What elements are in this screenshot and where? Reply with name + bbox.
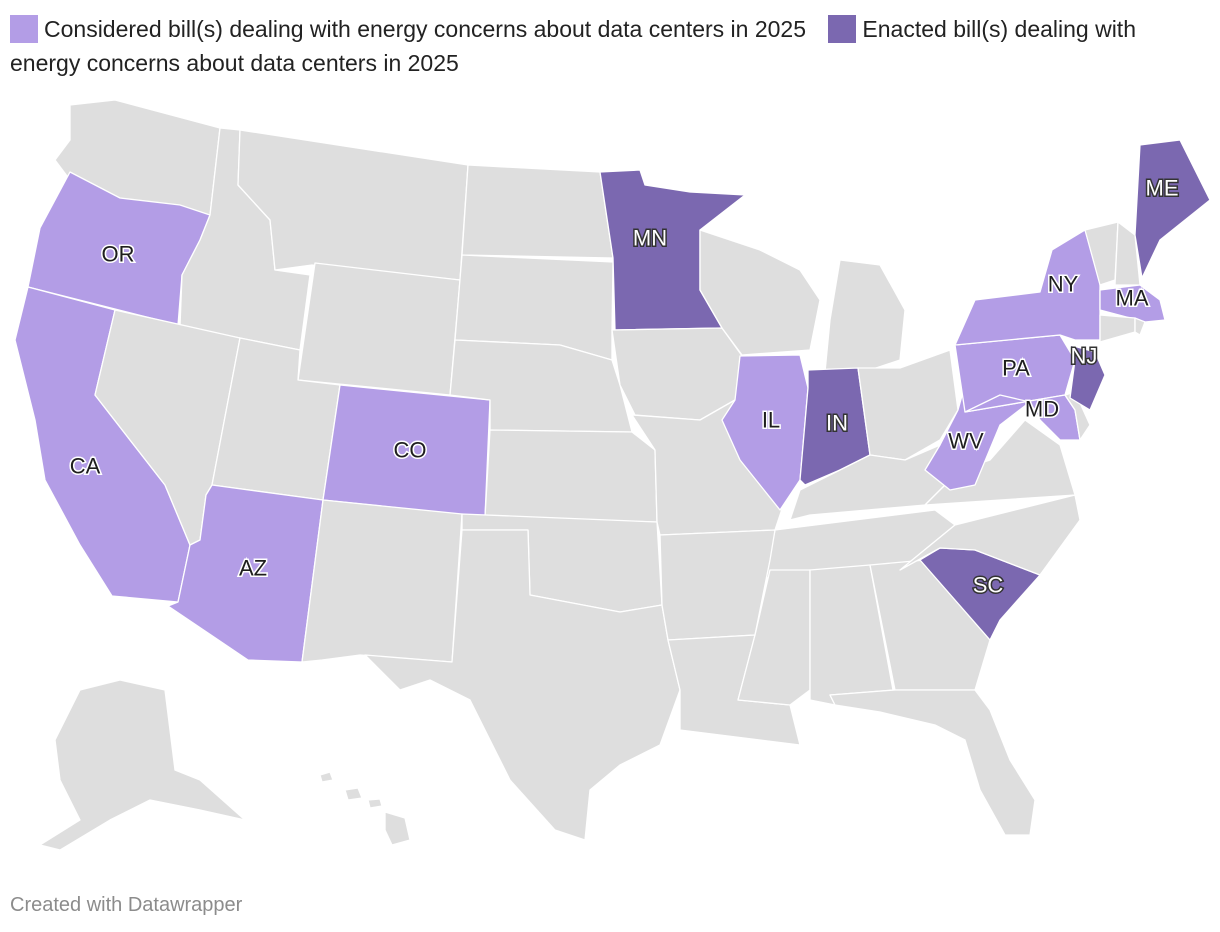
label-ca: CA <box>70 454 101 479</box>
state-tx[interactable] <box>364 529 681 841</box>
legend-label-enacted: Enacted bill(s) dealing with energy conc… <box>10 16 1136 76</box>
state-hi[interactable] <box>319 771 411 846</box>
state-me[interactable] <box>1134 139 1211 279</box>
state-mi[interactable] <box>824 259 906 373</box>
legend-label-considered: Considered bill(s) dealing with energy c… <box>44 16 807 42</box>
datawrapper-credit: Created with Datawrapper <box>10 894 243 916</box>
label-ny: NY <box>1048 272 1079 297</box>
state-ak[interactable] <box>39 679 246 851</box>
label-in: IN <box>826 411 848 436</box>
legend-item-considered: Considered bill(s) dealing with energy c… <box>10 15 807 43</box>
state-ri[interactable] <box>1134 317 1146 336</box>
label-ma: MA <box>1116 286 1149 311</box>
state-nj[interactable] <box>1069 344 1106 411</box>
legend-swatch-considered <box>10 15 38 43</box>
state-wi[interactable] <box>699 229 821 356</box>
state-labels: OR CA AZ CO MN IL IN NY MA ME PA NJ MD W… <box>68 174 1180 599</box>
state-wy[interactable] <box>297 262 461 396</box>
legend-swatch-enacted <box>828 15 857 43</box>
label-mn: MN <box>633 226 667 251</box>
label-il: IL <box>762 408 780 433</box>
state-nd[interactable] <box>461 164 614 259</box>
label-az: AZ <box>239 556 267 581</box>
legend: Considered bill(s) dealing with energy c… <box>10 12 1210 80</box>
state-wv[interactable] <box>924 384 1031 491</box>
state-ks[interactable] <box>484 429 658 523</box>
state-fl[interactable] <box>829 689 1036 836</box>
state-nc[interactable] <box>899 494 1081 576</box>
label-or: OR <box>102 242 135 267</box>
label-wv: WV <box>948 429 984 454</box>
state-il[interactable] <box>721 354 809 511</box>
label-pa: PA <box>1002 356 1030 381</box>
state-ma[interactable] <box>1099 284 1166 323</box>
label-co: CO <box>394 438 427 463</box>
label-nj: NJ <box>1071 344 1098 369</box>
label-sc: SC <box>973 573 1004 598</box>
state-nm[interactable] <box>301 499 463 663</box>
state-ct[interactable] <box>1099 314 1136 343</box>
us-states-map: OR CA AZ CO MN IL IN NY MA ME PA NJ MD W… <box>14 99 1211 851</box>
label-md: MD <box>1025 397 1059 422</box>
legend-item-enacted: Enacted bill(s) dealing with energy conc… <box>10 15 1136 76</box>
label-me: ME <box>1146 176 1179 201</box>
